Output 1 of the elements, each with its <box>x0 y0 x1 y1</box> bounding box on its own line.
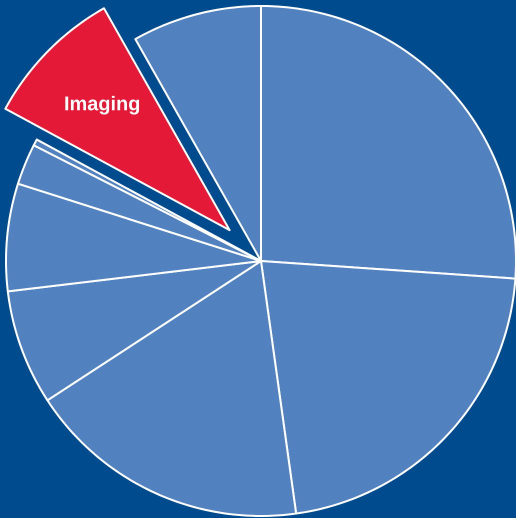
slice-label: Imaging <box>65 96 140 114</box>
